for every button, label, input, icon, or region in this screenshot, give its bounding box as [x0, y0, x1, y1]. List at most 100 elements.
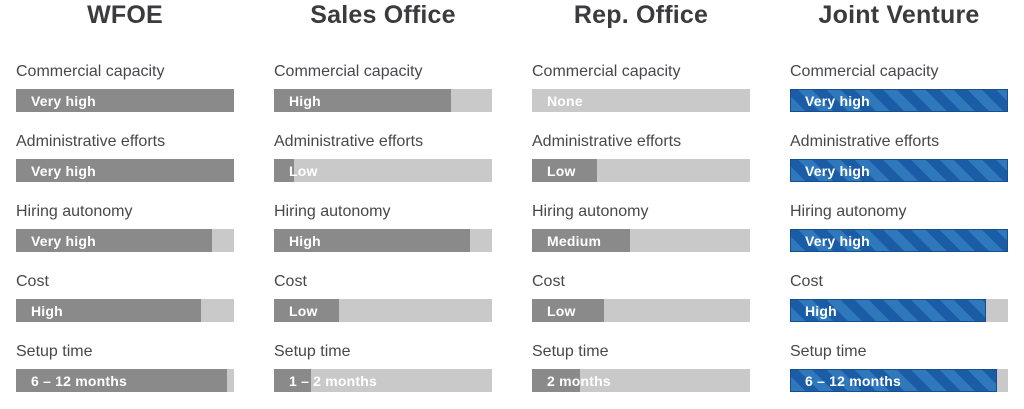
- metric-row: Commercial capacity Very high: [790, 62, 1008, 112]
- metric-bar-value: 6 – 12 months: [805, 372, 901, 389]
- metric-label: Commercial capacity: [274, 63, 423, 80]
- metric-bar-value: High: [289, 92, 321, 109]
- metric-bar-value: High: [31, 302, 63, 319]
- column-rep-office: Rep. Office Commercial capacity None Adm…: [532, 0, 750, 409]
- metric-row: Cost High: [16, 272, 234, 322]
- metric-bar-fill: [790, 229, 1008, 252]
- metric-row: Hiring autonomy Medium: [532, 202, 750, 252]
- metric-bar-track: Very high: [790, 229, 1008, 252]
- metric-bar-fill: [274, 369, 312, 392]
- metric-row: Administrative efforts Low: [532, 132, 750, 182]
- metric-row: Administrative efforts Low: [274, 132, 492, 182]
- metric-bar-fill: [16, 299, 202, 322]
- metric-bar-track: Low: [274, 299, 492, 322]
- metric-bar-value: Very high: [805, 162, 870, 179]
- metric-label: Administrative efforts: [532, 133, 682, 150]
- metric-bar-track: 1 – 2 months: [274, 369, 492, 392]
- metric-bar-track: High: [274, 229, 492, 252]
- metric-row: Commercial capacity None: [532, 62, 750, 112]
- metric-bar-value: None: [547, 92, 583, 109]
- metric-bar-value: Medium: [547, 232, 602, 249]
- metric-bar-track: Low: [532, 159, 750, 182]
- metric-bar-fill: [274, 89, 451, 112]
- column-title: Sales Office: [310, 1, 456, 29]
- metric-bar-value: Very high: [31, 232, 96, 249]
- metric-bar-track: Medium: [532, 229, 750, 252]
- metric-bar-value: Low: [289, 302, 318, 319]
- metric-bar-fill: [16, 229, 213, 252]
- metric-bar-value: 6 – 12 months: [31, 372, 127, 389]
- metric-bar-value: 1 – 2 months: [289, 372, 377, 389]
- metric-bar-value: Very high: [805, 232, 870, 249]
- metric-bar-fill: [274, 229, 471, 252]
- metric-bar-value: Very high: [31, 162, 96, 179]
- metric-row: Administrative efforts Very high: [790, 132, 1008, 182]
- metric-bar-track: 2 months: [532, 369, 750, 392]
- metric-label: Setup time: [532, 343, 609, 360]
- column-joint-venture: Joint Venture Commercial capacity Very h…: [790, 0, 1008, 409]
- metric-label: Cost: [274, 273, 307, 290]
- metric-label: Cost: [532, 273, 565, 290]
- metric-row: Hiring autonomy Very high: [16, 202, 234, 252]
- metric-label: Hiring autonomy: [790, 203, 907, 220]
- metric-row: Commercial capacity High: [274, 62, 492, 112]
- metric-row: Setup time 6 – 12 months: [16, 342, 234, 392]
- metric-bar-fill: [16, 159, 234, 182]
- metric-row: Cost High: [790, 272, 1008, 322]
- metric-row: Setup time 2 months: [532, 342, 750, 392]
- metric-bar-track: Very high: [790, 159, 1008, 182]
- column-title: Joint Venture: [818, 1, 980, 29]
- metric-bar-value: Low: [547, 302, 576, 319]
- metric-bar-fill: [274, 299, 340, 322]
- metric-bar-value: Low: [289, 162, 318, 179]
- metric-bar-fill: [790, 89, 1008, 112]
- metric-bar-fill: [532, 229, 631, 252]
- metric-label: Administrative efforts: [274, 133, 424, 150]
- metric-bar-fill: [532, 159, 598, 182]
- metric-bar-fill: [16, 369, 228, 392]
- metric-label: Commercial capacity: [16, 63, 165, 80]
- metric-bar-fill: [790, 369, 998, 392]
- metric-label: Setup time: [790, 343, 867, 360]
- column-title: Rep. Office: [573, 1, 709, 29]
- metric-label: Administrative efforts: [790, 133, 940, 150]
- column-sales-office: Sales Office Commercial capacity High Ad…: [274, 0, 492, 409]
- metric-label: Hiring autonomy: [16, 203, 133, 220]
- metric-label: Cost: [16, 273, 49, 290]
- metric-bar-track: 6 – 12 months: [16, 369, 234, 392]
- metric-bar-track: Very high: [790, 89, 1008, 112]
- metric-bar-value: Low: [547, 162, 576, 179]
- metric-row: Hiring autonomy High: [274, 202, 492, 252]
- metric-label: Hiring autonomy: [274, 203, 391, 220]
- metric-bar-fill: [16, 89, 234, 112]
- metric-bar-fill: [532, 299, 604, 322]
- metric-bar-track: Very high: [16, 229, 234, 252]
- metric-bar-track: None: [532, 89, 750, 112]
- metric-bar-fill: [532, 369, 580, 392]
- metric-label: Commercial capacity: [790, 63, 939, 80]
- metric-bar-track: Very high: [16, 89, 234, 112]
- metric-bar-fill: [274, 159, 294, 182]
- metric-label: Cost: [790, 273, 823, 290]
- metric-label: Hiring autonomy: [532, 203, 649, 220]
- metric-bar-fill: [790, 299, 987, 322]
- metric-row: Hiring autonomy Very high: [790, 202, 1008, 252]
- metric-label: Setup time: [274, 343, 351, 360]
- column-title: WFOE: [87, 1, 163, 29]
- metric-bar-track: 6 – 12 months: [790, 369, 1008, 392]
- metric-bar-track: High: [274, 89, 492, 112]
- metric-row: Setup time 1 – 2 months: [274, 342, 492, 392]
- metric-bar-value: 2 months: [547, 372, 611, 389]
- metric-bar-track: High: [790, 299, 1008, 322]
- metric-row: Setup time 6 – 12 months: [790, 342, 1008, 392]
- metric-row: Commercial capacity Very high: [16, 62, 234, 112]
- metric-bar-track: Very high: [16, 159, 234, 182]
- metric-bar-value: Very high: [31, 92, 96, 109]
- metric-bar-fill: [790, 159, 1008, 182]
- metric-label: Setup time: [16, 343, 93, 360]
- metric-row: Administrative efforts Very high: [16, 132, 234, 182]
- metric-row: Cost Low: [532, 272, 750, 322]
- metric-bar-track: High: [16, 299, 234, 322]
- metric-label: Administrative efforts: [16, 133, 166, 150]
